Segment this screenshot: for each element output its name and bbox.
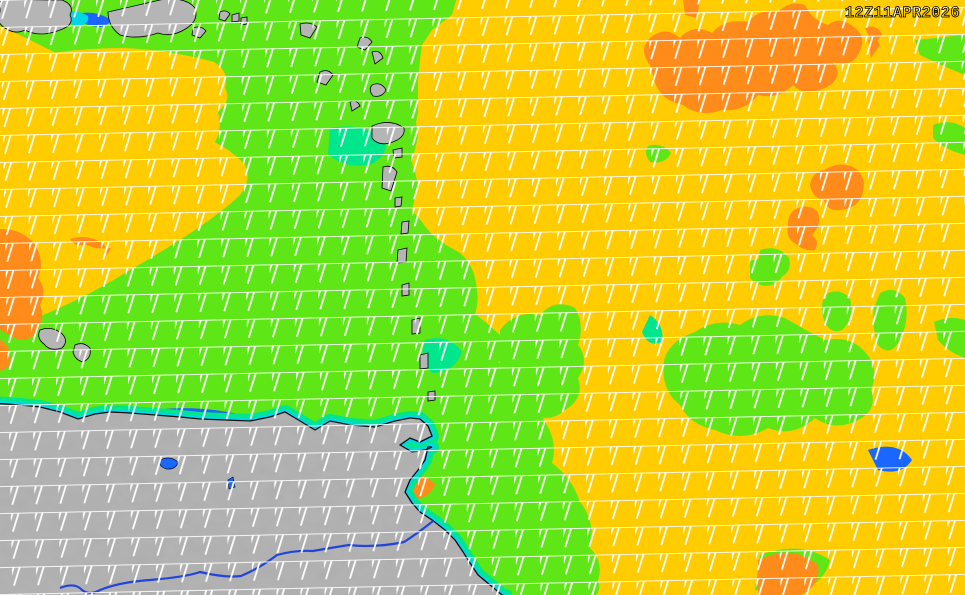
svg-text:12Z11APR2026: 12Z11APR2026 bbox=[845, 4, 960, 22]
